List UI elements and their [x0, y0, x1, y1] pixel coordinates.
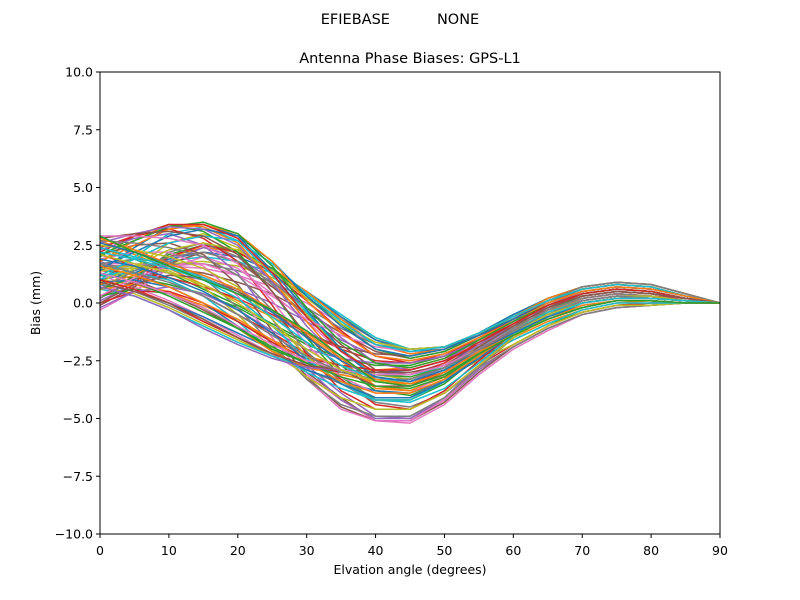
chart-title: Antenna Phase Biases: GPS-L1 — [299, 51, 521, 67]
y-tick-label: −2.5 — [63, 353, 93, 368]
x-axis-label: Elvation angle (degrees) — [333, 562, 486, 577]
y-tick-label: 2.5 — [73, 238, 93, 253]
x-tick-label: 70 — [574, 543, 590, 558]
x-tick-label: 50 — [436, 543, 452, 558]
suptitle: EFIEBASE NONE — [321, 12, 479, 28]
y-tick-label: 7.5 — [73, 122, 93, 137]
x-tick-label: 80 — [643, 543, 659, 558]
y-tick-label: −5.0 — [63, 411, 93, 426]
x-axis: 0 10 20 30 40 50 60 70 80 90 — [96, 534, 728, 558]
series-line-az-335 — [99, 263, 721, 380]
y-axis-label: Bias (mm) — [28, 271, 43, 335]
suptitle-radome: NONE — [437, 12, 479, 28]
x-tick-label: 30 — [299, 543, 315, 558]
x-tick-label: 60 — [505, 543, 521, 558]
x-tick-label: 0 — [96, 543, 104, 558]
x-tick-label: 10 — [161, 543, 177, 558]
x-tick-label: 20 — [230, 543, 246, 558]
y-tick-label: 5.0 — [73, 180, 93, 195]
y-axis: −10.0 −7.5 −5.0 −2.5 0.0 2.5 5.0 7.5 10.0 — [55, 65, 100, 542]
y-tick-label: 0.0 — [73, 296, 93, 311]
x-tick-label: 40 — [368, 543, 384, 558]
y-tick-label: −10.0 — [55, 527, 93, 542]
y-tick-label: −7.5 — [63, 469, 93, 484]
series-layer — [99, 221, 721, 424]
x-tick-label: 90 — [712, 543, 728, 558]
series-line-az-360 — [99, 235, 720, 387]
suptitle-antenna: EFIEBASE — [321, 12, 390, 28]
y-tick-label: 10.0 — [65, 65, 93, 80]
